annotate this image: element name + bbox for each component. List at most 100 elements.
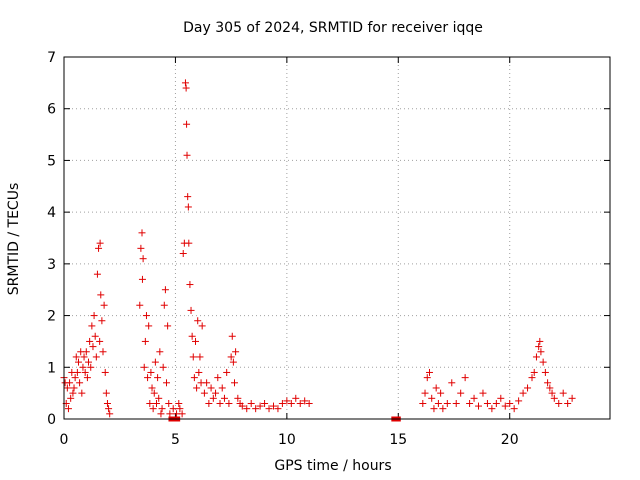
y-tick-label: 4	[47, 205, 56, 221]
data-point	[149, 405, 157, 413]
data-point	[181, 79, 189, 87]
data-point	[305, 399, 313, 407]
data-point	[421, 389, 429, 397]
data-point	[530, 368, 538, 376]
data-point	[195, 368, 203, 376]
x-tick-label: 15	[389, 432, 407, 448]
data-point	[425, 368, 433, 376]
data-point	[100, 301, 108, 309]
data-point	[187, 306, 195, 314]
data-point	[541, 368, 549, 376]
data-point	[179, 250, 187, 258]
data-point	[278, 399, 286, 407]
data-point	[292, 394, 300, 402]
data-point	[537, 348, 545, 356]
data-point	[269, 402, 277, 410]
data-point	[101, 368, 109, 376]
data-point	[79, 363, 87, 371]
grid	[64, 57, 610, 419]
data-point	[203, 379, 211, 387]
data-point	[198, 322, 206, 330]
y-tick-label: 7	[47, 50, 56, 66]
data-point	[99, 348, 107, 356]
data-point	[546, 384, 554, 392]
data-point	[466, 399, 474, 407]
data-point	[165, 399, 173, 407]
data-point	[228, 332, 236, 340]
data-point	[434, 399, 442, 407]
data-point	[158, 405, 166, 413]
data-point	[145, 322, 153, 330]
data-point	[220, 394, 228, 402]
data-point	[169, 405, 177, 413]
data-point	[193, 384, 201, 392]
data-point	[183, 151, 191, 159]
data-point	[212, 389, 220, 397]
data-point	[274, 405, 282, 413]
data-point	[106, 410, 114, 418]
data-point	[97, 291, 105, 299]
data-point	[256, 402, 264, 410]
data-point	[214, 374, 222, 382]
data-point	[238, 402, 246, 410]
data-point	[419, 399, 427, 407]
data-point	[89, 343, 97, 351]
y-tick-label: 3	[47, 257, 56, 273]
data-point	[301, 397, 309, 405]
data-point	[98, 317, 106, 325]
data-point	[470, 394, 478, 402]
data-point	[510, 405, 518, 413]
data-point	[548, 389, 556, 397]
x-tick-label: 0	[60, 432, 69, 448]
data-point	[83, 374, 91, 382]
data-point	[539, 358, 547, 366]
data-point	[103, 399, 111, 407]
data-point	[207, 384, 215, 392]
data-point	[506, 399, 514, 407]
data-point	[448, 379, 456, 387]
data-point	[71, 374, 79, 382]
data-point	[154, 374, 162, 382]
data-point	[430, 405, 438, 413]
data-point	[479, 389, 487, 397]
data-point	[232, 348, 240, 356]
data-point	[230, 379, 238, 387]
data-point	[91, 332, 99, 340]
data-point	[151, 358, 159, 366]
data-point	[252, 405, 260, 413]
data-point	[428, 394, 436, 402]
x-tick-label: 20	[501, 432, 519, 448]
data-point	[74, 358, 82, 366]
data-point	[80, 353, 88, 361]
data-point	[156, 348, 164, 356]
data-point	[227, 353, 235, 361]
plot-frame	[63, 56, 611, 420]
data-point	[142, 312, 150, 320]
data-point	[88, 322, 96, 330]
data-point	[261, 399, 269, 407]
data-point	[70, 384, 78, 392]
data-point	[243, 405, 251, 413]
data-point	[147, 368, 155, 376]
data-point	[93, 270, 101, 278]
data-point	[178, 410, 186, 418]
data-point	[437, 389, 445, 397]
data-point	[161, 286, 169, 294]
data-point	[144, 374, 152, 382]
data-point	[166, 410, 174, 418]
data-point	[164, 322, 172, 330]
data-point	[82, 348, 90, 356]
data-point	[196, 353, 204, 361]
data-point	[160, 301, 168, 309]
data-points	[60, 79, 576, 422]
data-point	[544, 379, 552, 387]
data-point	[186, 281, 194, 289]
data-point	[200, 389, 208, 397]
data-point	[157, 410, 165, 418]
data-point	[488, 405, 496, 413]
data-point	[287, 399, 295, 407]
data-point	[141, 337, 149, 345]
y-tick-label: 1	[47, 360, 56, 376]
x-tick-label: 10	[278, 432, 296, 448]
